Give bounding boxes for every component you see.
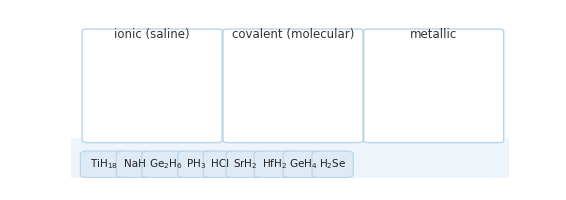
FancyBboxPatch shape: [364, 30, 504, 143]
Text: ionic (saline): ionic (saline): [114, 28, 190, 41]
Text: NaH: NaH: [124, 158, 145, 168]
Text: HfH$_{2}$: HfH$_{2}$: [261, 156, 287, 170]
FancyBboxPatch shape: [283, 151, 323, 178]
Text: GeH$_{4}$: GeH$_{4}$: [289, 156, 318, 170]
FancyBboxPatch shape: [142, 151, 189, 178]
FancyBboxPatch shape: [80, 151, 128, 178]
FancyBboxPatch shape: [82, 30, 222, 143]
FancyBboxPatch shape: [226, 151, 265, 178]
Text: metallic: metallic: [410, 28, 457, 41]
FancyBboxPatch shape: [203, 151, 238, 178]
Text: TiH$_{18}$: TiH$_{18}$: [90, 156, 118, 170]
FancyBboxPatch shape: [223, 30, 363, 143]
Text: HCl: HCl: [211, 158, 229, 168]
FancyBboxPatch shape: [254, 151, 294, 178]
Text: Ge$_{2}$H$_{6}$: Ge$_{2}$H$_{6}$: [149, 156, 182, 170]
FancyBboxPatch shape: [312, 151, 353, 178]
FancyBboxPatch shape: [71, 138, 509, 178]
FancyBboxPatch shape: [178, 151, 215, 178]
Text: covalent (molecular): covalent (molecular): [231, 28, 354, 41]
Text: H$_{2}$Se: H$_{2}$Se: [319, 156, 346, 170]
Text: PH$_{3}$: PH$_{3}$: [186, 156, 207, 170]
FancyBboxPatch shape: [117, 151, 153, 178]
Text: SrH$_{2}$: SrH$_{2}$: [233, 156, 258, 170]
